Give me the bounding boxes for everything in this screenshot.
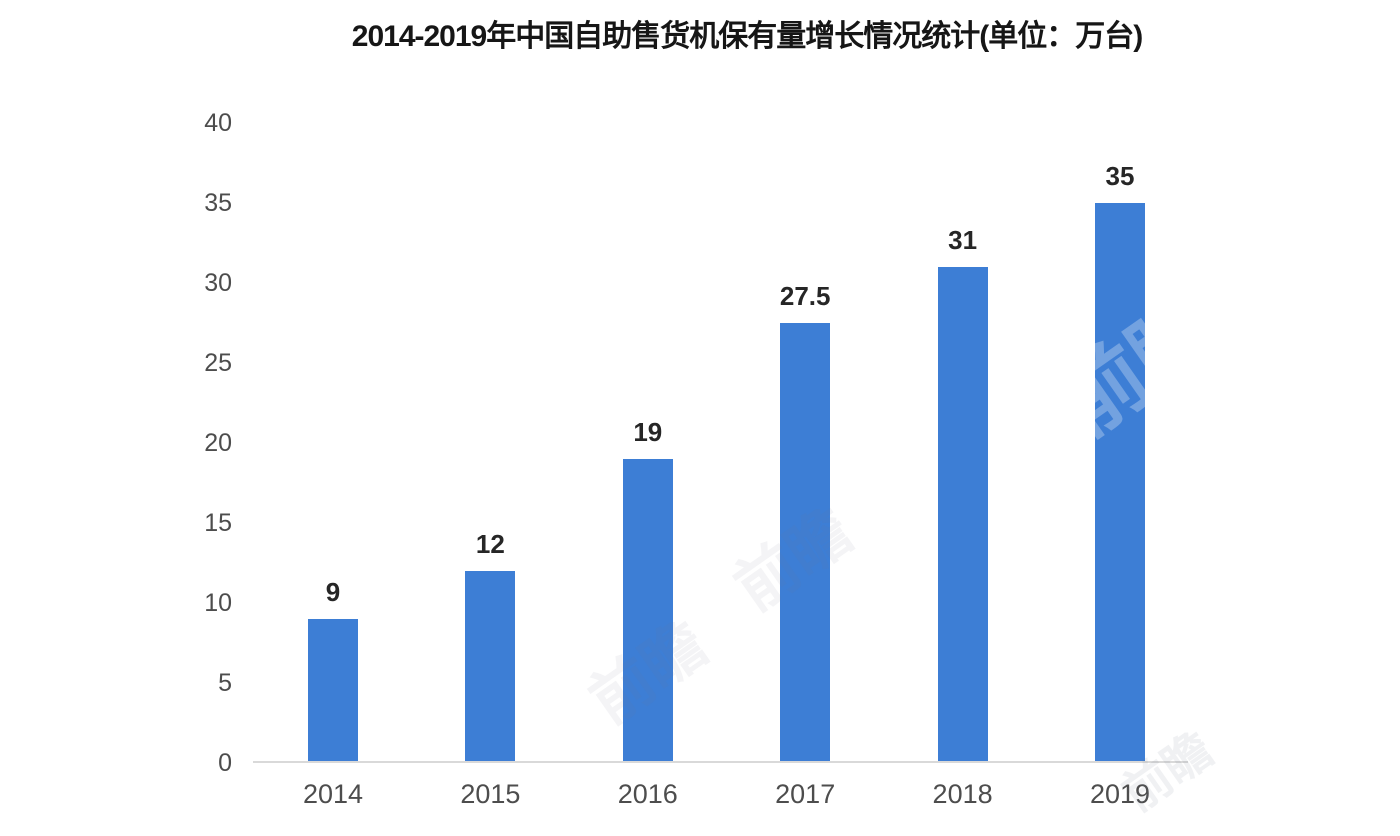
- y-tick-label-20: 20: [204, 429, 232, 457]
- y-tick-label-35: 35: [204, 189, 232, 217]
- chart-title: 2014-2019年中国自助售货机保有量增长情况统计(单位：万台): [351, 20, 1143, 53]
- bar-2016: [622, 459, 673, 763]
- y-tick-label-30: 30: [204, 269, 232, 297]
- x-tick-label-2014: 2014: [302, 779, 364, 809]
- y-tick-label-40: 40: [204, 109, 232, 137]
- y-tick-label-15: 15: [204, 509, 232, 537]
- bar-2017: [780, 323, 831, 763]
- bar-2018: [937, 267, 988, 763]
- x-tick-label-2018: 2018: [932, 779, 993, 809]
- x-tick-label-2017: 2017: [775, 779, 836, 809]
- value-label-2015: 12: [475, 529, 505, 559]
- value-label-2018: 31: [948, 225, 978, 255]
- x-tick-label-2015: 2015: [460, 779, 521, 809]
- x-tick-label-2019: 2019: [1089, 779, 1151, 809]
- x-axis-line: [253, 761, 1188, 763]
- value-label-2014: 9: [325, 577, 341, 607]
- value-label-2019: 35: [1105, 161, 1135, 191]
- value-label-2017: 27.5: [779, 281, 831, 311]
- y-tick-label-25: 25: [204, 349, 232, 377]
- value-label-2016: 19: [633, 417, 663, 447]
- bar-2019: [1095, 203, 1145, 763]
- x-tick-label-2016: 2016: [617, 779, 678, 809]
- bar-2014: [308, 619, 358, 763]
- bar-2015: [465, 571, 516, 763]
- y-tick-label-0: 0: [218, 749, 232, 777]
- y-tick-label-10: 10: [204, 589, 232, 617]
- y-tick-label-5: 5: [218, 669, 232, 697]
